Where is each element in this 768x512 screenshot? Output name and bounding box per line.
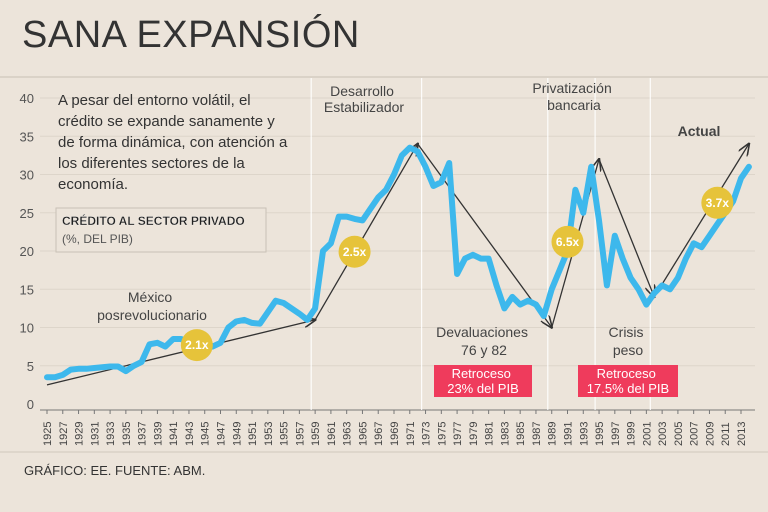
- retroceso-box-1: Retroceso 23% del PIB: [434, 365, 532, 397]
- x-tick-label: 1959: [310, 422, 322, 446]
- era-label-posrevolucionario: México posrevolucionario: [97, 289, 207, 323]
- trend-arrow: [314, 144, 418, 321]
- y-tick-label: 10: [20, 321, 34, 336]
- y-tick-label: 5: [27, 359, 34, 374]
- x-tick-label: 2007: [689, 422, 701, 446]
- x-tick-label: 1941: [168, 422, 180, 446]
- page-title: SANA EXPANSIÓN: [22, 14, 360, 56]
- multiplier-label: 3.7x: [706, 196, 730, 210]
- x-tick-label: 1971: [405, 422, 417, 446]
- x-tick-label: 1983: [499, 422, 511, 446]
- x-tick-label: 1973: [421, 422, 433, 446]
- x-tick-label: 1961: [326, 422, 338, 446]
- series-line-credito: [44, 144, 752, 381]
- source-footer: GRÁFICO: EE. FUENTE: ABM.: [24, 463, 206, 478]
- trend-arrow: [653, 144, 749, 298]
- multiplier-label: 2.1x: [185, 338, 209, 352]
- intro-text: A pesar del entorno volátil, el crédito …: [58, 92, 291, 193]
- legend-title: CRÉDITO AL SECTOR PRIVADO: [62, 213, 245, 228]
- x-tick-label: 1937: [137, 422, 149, 446]
- x-tick-label: 1927: [58, 422, 70, 446]
- x-tick-label: 1965: [357, 422, 369, 446]
- y-tick-label: 20: [20, 244, 34, 259]
- x-tick-label: 1943: [184, 422, 196, 446]
- x-tick-label: 1963: [342, 422, 354, 446]
- multiplier-circle: [338, 235, 371, 268]
- x-tick-label: 1977: [452, 422, 464, 446]
- y-tick-label: 0: [27, 397, 34, 412]
- era-label-crisis: Crisis peso: [609, 324, 648, 358]
- era-label-privatizacion: Privatización bancaria: [532, 80, 615, 113]
- era-label-devaluaciones: Devaluaciones 76 y 82: [436, 324, 532, 358]
- x-tick-label: 1949: [231, 422, 243, 446]
- x-tick-label: 1951: [247, 422, 259, 446]
- x-tick-label: 1999: [626, 422, 638, 446]
- x-tick-label: 2011: [720, 422, 732, 446]
- legend-box: CRÉDITO AL SECTOR PRIVADO (%, DEL PIB): [55, 207, 267, 253]
- x-tick-label: 1925: [42, 422, 54, 446]
- y-tick-label: 15: [20, 282, 34, 297]
- multiplier-badge: 2.5x: [338, 235, 371, 268]
- x-tick-label: 1997: [610, 422, 622, 446]
- y-tick-label: 40: [20, 91, 34, 106]
- x-tick-label: 1989: [547, 422, 559, 446]
- multiplier-badge: 3.7x: [701, 186, 734, 219]
- x-tick-label: 2013: [736, 422, 748, 446]
- svg-text:Retroceso 17.5% del PI: Retroceso 17.5% del PIB: [587, 366, 669, 396]
- x-tick-label: 1975: [436, 422, 448, 446]
- x-tick-label: 1981: [484, 422, 496, 446]
- x-tick-label: 1929: [74, 422, 86, 446]
- retroceso-box-2: Retroceso 17.5% del PIB: [578, 365, 678, 397]
- x-tick-label: 1991: [563, 422, 575, 446]
- x-tick-label: 1995: [594, 422, 606, 446]
- x-tick-label: 1993: [578, 422, 590, 446]
- x-tick-label: 1939: [152, 422, 164, 446]
- x-tick-label: 1957: [294, 422, 306, 446]
- legend-subtitle: (%, DEL PIB): [62, 232, 133, 246]
- trend-arrow: [598, 158, 654, 297]
- y-tick-label: 30: [20, 168, 34, 183]
- era-label-estabilizador: Desarrollo Estabilizador: [324, 83, 404, 115]
- x-tick-label: 1955: [279, 422, 291, 446]
- x-tick-label: 1979: [468, 422, 480, 446]
- x-tick-label: 1985: [515, 422, 527, 446]
- multiplier-circle: [551, 225, 584, 258]
- x-tick-label: 1935: [121, 422, 133, 446]
- multiplier-circle: [701, 186, 734, 219]
- multiplier-badge: 2.1x: [180, 329, 213, 362]
- multiplier-circle: [180, 329, 213, 362]
- x-tick-label: 1967: [373, 422, 385, 446]
- trend-arrow: [417, 143, 552, 328]
- x-tick-label: 2009: [704, 422, 716, 446]
- x-tick-label: 1931: [89, 422, 101, 446]
- x-tick-label: 1945: [200, 422, 212, 446]
- x-tick-label: 2003: [657, 422, 669, 446]
- multiplier-label: 2.5x: [343, 245, 367, 259]
- trend-arrow: [46, 320, 315, 386]
- x-tick-label: 1933: [105, 422, 117, 446]
- multiplier-label: 6.5x: [556, 235, 580, 249]
- x-tick-label: 1969: [389, 422, 401, 446]
- x-tick-label: 1953: [263, 422, 275, 446]
- x-tick-label: 1947: [216, 422, 228, 446]
- era-label-actual: Actual: [678, 123, 721, 139]
- x-tick-label: 1987: [531, 422, 543, 446]
- multiplier-badge: 6.5x: [551, 225, 584, 258]
- svg-text:Retroceso 23% del PIB: Retroceso 23% del PIB: [447, 366, 519, 396]
- x-tick-label: 2001: [641, 422, 653, 446]
- y-tick-label: 35: [20, 129, 34, 144]
- y-tick-label: 25: [20, 206, 34, 221]
- x-tick-label: 2005: [673, 422, 685, 446]
